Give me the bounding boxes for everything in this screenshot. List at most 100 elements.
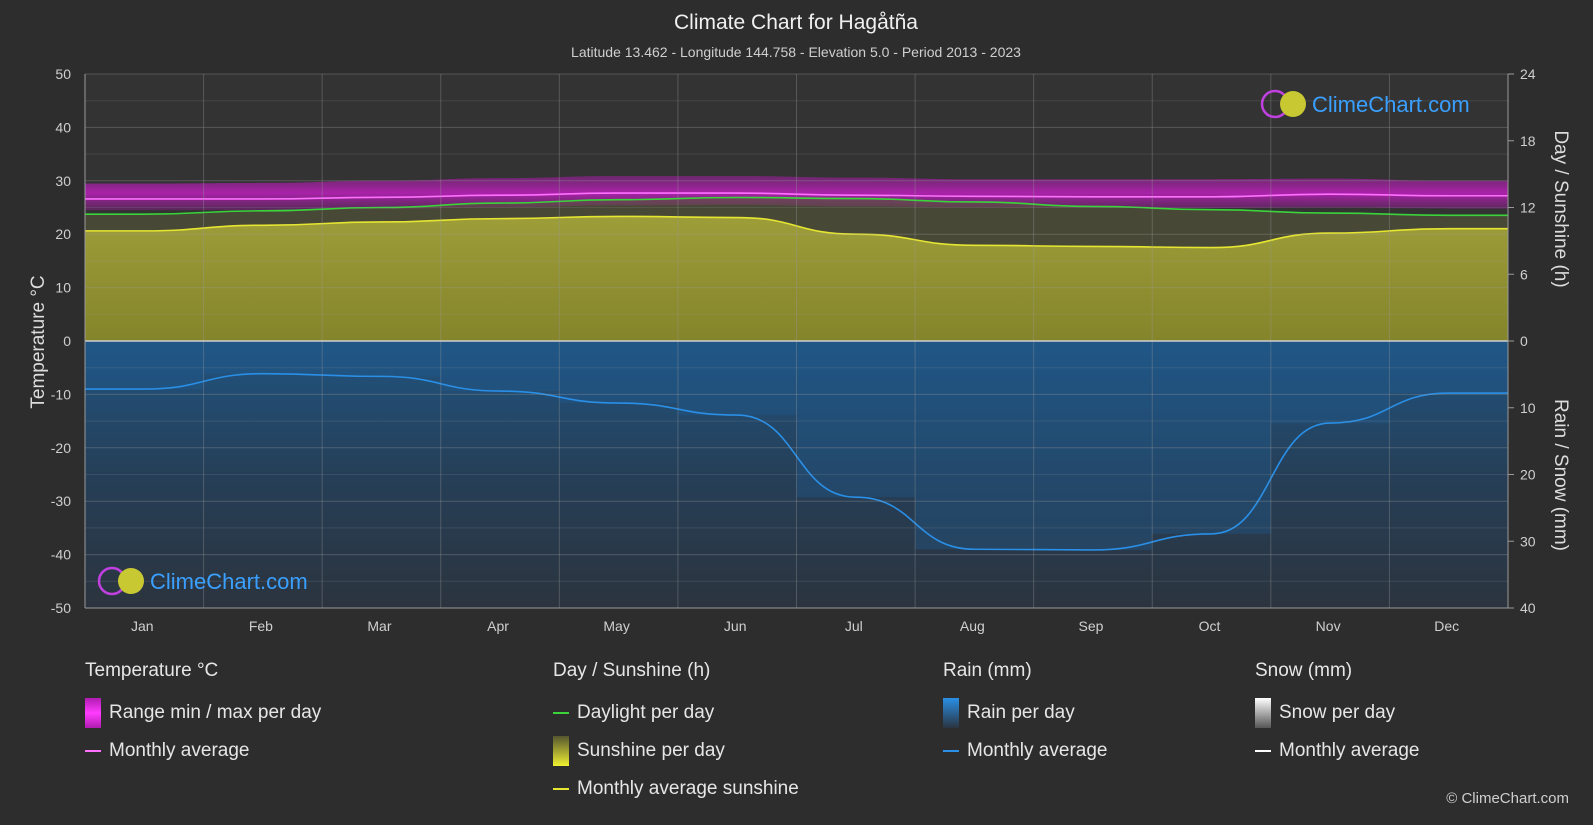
- legend-label: Monthly average sunshine: [577, 778, 799, 799]
- x-tick-label: Dec: [1434, 618, 1459, 634]
- x-tick-label: Jan: [131, 618, 154, 634]
- y-left-tick-label: 30: [55, 173, 71, 189]
- y-left-tick-label: -30: [51, 493, 71, 509]
- y-right-top-axis-title: Day / Sunshine (h): [1550, 130, 1571, 287]
- logo-sun-icon: [118, 568, 144, 594]
- rain-bar-oct: [1152, 341, 1271, 534]
- legend-item: Range min / max per day: [85, 694, 321, 732]
- legend-item: Daylight per day: [553, 694, 799, 732]
- legend-label: Monthly average: [967, 740, 1108, 761]
- rain-bar-jan: [85, 341, 204, 390]
- legend-item: Monthly average: [1255, 732, 1419, 770]
- chart-title: Climate Chart for Hagåtña: [674, 11, 918, 34]
- rain-bar-may: [559, 341, 678, 404]
- rain-bar-dec: [1389, 341, 1508, 394]
- legend-temperature: Temperature °C Range min / max per day M…: [85, 660, 321, 770]
- y-right-bottom-tick-label: 10: [1520, 400, 1536, 416]
- legend-heading: Temperature °C: [85, 660, 219, 681]
- watermark-top: ClimeChart.com: [1260, 89, 1470, 119]
- axis-layer: 50 40 30 20 10 0 -10 -20 -30 -40 -50 24 18 12 6 0 10 20 30…: [51, 66, 1536, 634]
- legend-sunshine: Day / Sunshine (h) Daylight per day Suns…: [553, 660, 799, 808]
- legend-item: Sunshine per day: [553, 732, 799, 770]
- y-left-tick-label: -40: [51, 547, 71, 563]
- x-tick-label: Jun: [724, 618, 747, 634]
- y-right-top-tick-label: 12: [1520, 200, 1536, 216]
- y-left-tick-label: 0: [63, 333, 71, 349]
- sunshine-avg-swatch: [553, 788, 569, 790]
- x-tick-label: Jul: [845, 618, 863, 634]
- daylight-swatch: [553, 712, 569, 714]
- legend-label: Monthly average: [109, 740, 250, 761]
- temperature-average-line: [85, 192, 1508, 200]
- rain-bar-apr: [440, 341, 560, 392]
- rain-bar-jun: [677, 341, 797, 416]
- y-left-tick-label: 10: [55, 280, 71, 296]
- y-left-tick-label: 40: [55, 119, 71, 135]
- series-layer: [84, 175, 1508, 608]
- y-right-bottom-tick-label: 20: [1520, 467, 1536, 483]
- y-left-tick-label: -10: [51, 386, 71, 402]
- y-right-bottom-axis-title: Rain / Snow (mm): [1550, 399, 1571, 551]
- legend-item: Monthly average sunshine: [553, 770, 799, 808]
- y-right-bottom-tick-label: 40: [1520, 600, 1536, 616]
- rain-bar-sep: [1033, 341, 1153, 550]
- y-right-top-tick-label: 24: [1520, 66, 1536, 82]
- temperature-range-band: [85, 175, 1508, 211]
- rain-bar-nov: [1270, 341, 1390, 424]
- legend-heading: Snow (mm): [1255, 660, 1353, 681]
- x-tick-label: Sep: [1078, 618, 1103, 634]
- watermark-text-bottom: ClimeChart.com: [150, 569, 308, 594]
- rain-bar-aug: [915, 341, 1034, 550]
- y-right-top-tick-label: 6: [1520, 266, 1528, 282]
- x-tick-label: Nov: [1316, 618, 1341, 634]
- y-left-tick-label: 20: [55, 226, 71, 242]
- rain-average-line: [84, 372, 1508, 551]
- rain-avg-swatch: [943, 750, 959, 752]
- x-tick-label: Mar: [367, 618, 391, 634]
- legend-item: Rain per day: [943, 694, 1107, 732]
- legend-label: Sunshine per day: [577, 740, 725, 761]
- x-tick-label: May: [603, 618, 629, 634]
- daylight-gap-band: [85, 197, 1508, 248]
- temp-avg-swatch: [85, 750, 101, 752]
- legend-rain: Rain (mm) Rain per day Monthly average: [943, 660, 1107, 770]
- x-tick-label: Apr: [487, 618, 509, 634]
- legend-item: Monthly average: [85, 732, 321, 770]
- legend-item: Monthly average: [943, 732, 1107, 770]
- rain-bar-jul: [796, 341, 916, 498]
- sunshine-average-line: [84, 215, 1508, 249]
- legend-label: Snow per day: [1279, 702, 1396, 723]
- y-left-tick-label: 50: [55, 66, 71, 82]
- snow-avg-swatch: [1255, 750, 1271, 752]
- legend-label: Daylight per day: [577, 702, 715, 723]
- grid-layer: [84, 73, 1509, 609]
- rain-bar-mar: [322, 341, 441, 377]
- legend-snow: Snow (mm) Snow per day Monthly average: [1255, 660, 1419, 770]
- watermark-text-top: ClimeChart.com: [1312, 92, 1470, 117]
- legend-heading: Day / Sunshine (h): [553, 660, 711, 681]
- y-left-tick-label: -20: [51, 440, 71, 456]
- rain-swatch: [943, 698, 959, 728]
- rain-bar-feb: [203, 341, 323, 374]
- snow-swatch: [1255, 698, 1271, 728]
- rain-area: [85, 341, 1508, 608]
- legend-label: Rain per day: [967, 702, 1075, 723]
- y-left-tick-label: -50: [51, 600, 71, 616]
- x-tick-label: Feb: [249, 618, 273, 634]
- y-right-top-tick-label: 0: [1520, 333, 1528, 349]
- chart-subtitle: Latitude 13.462 - Longitude 144.758 - El…: [571, 44, 1021, 60]
- x-tick-label: Aug: [960, 618, 985, 634]
- sunshine-swatch: [553, 736, 569, 766]
- copyright: © ClimeChart.com: [1446, 790, 1569, 807]
- y-right-bottom-tick-label: 30: [1520, 533, 1536, 549]
- y-right-top-tick-label: 18: [1520, 133, 1536, 149]
- daylight-line: [84, 196, 1508, 217]
- temp-range-swatch: [85, 698, 101, 728]
- legend-label: Range min / max per day: [109, 702, 322, 723]
- watermark-bottom: ClimeChart.com: [97, 566, 308, 596]
- legend-label: Monthly average: [1279, 740, 1420, 761]
- legend-heading: Rain (mm): [943, 660, 1032, 681]
- logo-sun-icon: [1280, 91, 1306, 117]
- legend-item: Snow per day: [1255, 694, 1419, 732]
